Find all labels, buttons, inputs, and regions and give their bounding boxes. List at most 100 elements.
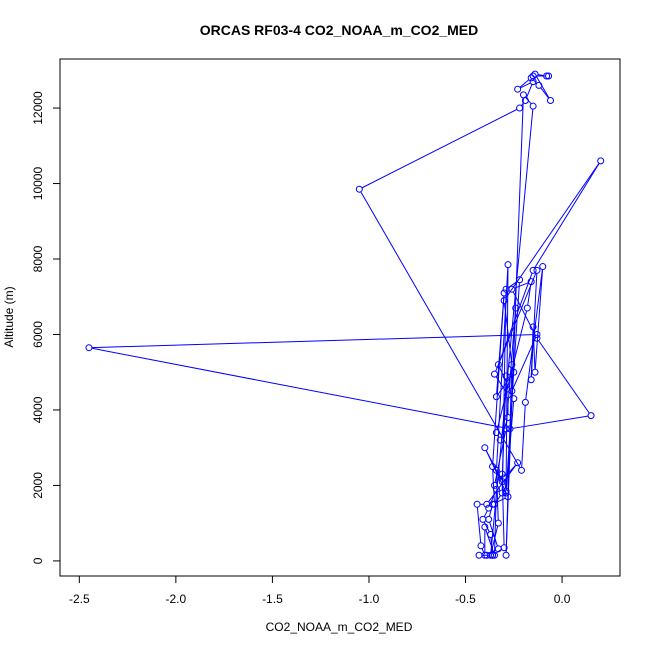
series-segment bbox=[526, 84, 533, 98]
data-point bbox=[498, 489, 506, 497]
data-point bbox=[510, 368, 518, 376]
x-tick-label: 0.0 bbox=[554, 592, 571, 606]
data-point bbox=[490, 500, 498, 508]
data-point bbox=[489, 551, 497, 559]
y-tick-label: 12000 bbox=[31, 91, 45, 125]
series-segment bbox=[495, 376, 507, 393]
data-point bbox=[490, 481, 498, 489]
data-point bbox=[512, 304, 520, 312]
data-point bbox=[529, 102, 537, 110]
data-point bbox=[504, 391, 512, 399]
data-point bbox=[533, 334, 541, 342]
data-point bbox=[494, 519, 502, 527]
y-tick-label: 10000 bbox=[31, 167, 45, 201]
series-segment bbox=[512, 291, 536, 336]
x-tick-label: -1.0 bbox=[359, 592, 380, 606]
data-point bbox=[473, 500, 481, 508]
data-point bbox=[489, 463, 497, 471]
x-axis-label: CO2_NOAA_m_CO2_MED bbox=[266, 620, 413, 634]
series-segment bbox=[527, 284, 532, 305]
data-point bbox=[483, 500, 491, 508]
series-segment bbox=[495, 273, 537, 372]
data-point bbox=[504, 414, 512, 422]
data-point bbox=[85, 344, 93, 352]
data-point bbox=[490, 551, 498, 559]
data-point bbox=[492, 429, 500, 437]
data-point bbox=[529, 266, 537, 274]
series-segment bbox=[501, 292, 507, 490]
series-segment bbox=[536, 76, 550, 99]
series-segment bbox=[514, 282, 529, 289]
data-point bbox=[516, 104, 524, 112]
data-point bbox=[543, 72, 551, 80]
data-point bbox=[535, 81, 543, 89]
y-tick-label: 2000 bbox=[31, 472, 45, 499]
data-point bbox=[545, 72, 553, 80]
x-tick-label: -1.5 bbox=[262, 592, 283, 606]
data-point bbox=[527, 278, 535, 286]
data-point bbox=[508, 361, 516, 369]
chart-title: ORCAS RF03-4 CO2_NOAA_m_CO2_MED bbox=[200, 22, 479, 38]
series-segment bbox=[540, 87, 549, 99]
data-point bbox=[516, 276, 524, 284]
data-point bbox=[502, 551, 510, 559]
series-segment bbox=[490, 537, 493, 553]
data-point bbox=[539, 263, 547, 271]
data-point bbox=[500, 474, 508, 482]
series-segment bbox=[538, 74, 544, 76]
data-point bbox=[502, 489, 510, 497]
series-segment bbox=[496, 267, 509, 468]
data-point bbox=[500, 544, 508, 552]
series-segment bbox=[505, 163, 600, 299]
series-segment bbox=[501, 477, 505, 545]
series-segment bbox=[92, 347, 507, 429]
data-point bbox=[490, 370, 498, 378]
data-point bbox=[508, 387, 516, 395]
data-point bbox=[546, 97, 554, 105]
data-point bbox=[531, 368, 539, 376]
x-tick-label: -2.5 bbox=[69, 592, 90, 606]
series-segment bbox=[92, 334, 534, 349]
data-point bbox=[506, 425, 514, 433]
y-tick-label: 8000 bbox=[31, 245, 45, 272]
data-point bbox=[531, 70, 539, 78]
data-point bbox=[529, 72, 537, 80]
series-segment bbox=[476, 507, 482, 543]
data-point bbox=[492, 466, 500, 474]
data-point bbox=[518, 466, 526, 474]
data-point bbox=[502, 487, 510, 495]
y-axis-label: Altitude (m) bbox=[2, 286, 16, 347]
series-segment bbox=[481, 548, 485, 553]
x-tick-label: -0.5 bbox=[455, 592, 476, 606]
data-point bbox=[481, 444, 489, 452]
series-segment bbox=[519, 79, 530, 88]
data-point bbox=[527, 376, 535, 384]
data-point bbox=[502, 372, 510, 380]
data-point bbox=[523, 304, 531, 312]
data-point bbox=[481, 523, 489, 531]
data-point bbox=[498, 470, 506, 478]
y-tick-label: 4000 bbox=[31, 396, 45, 423]
data-point bbox=[533, 266, 541, 274]
data-point bbox=[533, 330, 541, 338]
series-segment bbox=[505, 267, 509, 488]
data-point bbox=[485, 504, 493, 512]
data-point bbox=[481, 551, 489, 559]
data-point bbox=[500, 289, 508, 297]
data-point bbox=[500, 297, 508, 305]
y-tick-label: 0 bbox=[31, 557, 45, 564]
data-point bbox=[514, 459, 522, 467]
data-point bbox=[529, 323, 537, 331]
data-point bbox=[510, 395, 518, 403]
data-point bbox=[527, 74, 535, 82]
series-segment bbox=[534, 163, 600, 268]
series-segment bbox=[500, 420, 508, 438]
x-tick-label: -2.0 bbox=[166, 592, 187, 606]
data-point bbox=[597, 157, 605, 165]
series-segment bbox=[538, 340, 590, 414]
x-axis: -2.5 -2.0 -1.5 -1.0 -0.5 0.0 bbox=[69, 575, 571, 606]
series-segment bbox=[534, 269, 544, 370]
series-segment bbox=[497, 435, 500, 438]
